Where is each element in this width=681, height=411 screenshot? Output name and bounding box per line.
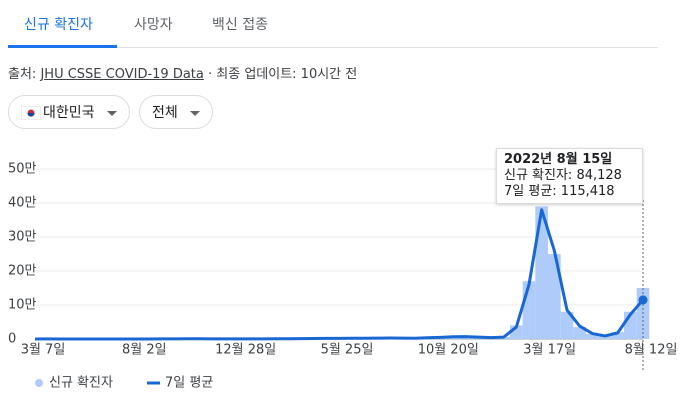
tooltip-line: 신규 확진자: 84,128 bbox=[504, 168, 622, 183]
tab[interactable]: 백신 접종 bbox=[212, 17, 268, 33]
tab-indicator bbox=[8, 45, 117, 48]
x-tick-label: 10월 20일 bbox=[418, 343, 479, 358]
bar bbox=[535, 206, 548, 339]
y-tick-label: 0 bbox=[8, 332, 16, 347]
source-link[interactable]: JHU CSSE COVID-19 Data bbox=[40, 67, 204, 82]
bar bbox=[586, 333, 599, 339]
bar bbox=[560, 311, 574, 339]
y-tick-label: 10만 bbox=[8, 298, 37, 313]
bar bbox=[548, 254, 561, 339]
dropdown-label: 대한민국 bbox=[43, 105, 95, 121]
country-dropdown[interactable]: 대한민국 bbox=[8, 95, 130, 129]
region-dropdown[interactable]: 전체 bbox=[139, 95, 213, 129]
source-suffix: · 최종 업데이트: 10시간 전 bbox=[208, 67, 358, 82]
x-tick-label: 3월 17일 bbox=[523, 343, 576, 358]
tab-divider bbox=[8, 47, 658, 48]
tab[interactable]: 사망자 bbox=[134, 17, 173, 33]
bar bbox=[611, 332, 624, 339]
y-tick-label: 50만 bbox=[8, 162, 37, 177]
source-prefix: 출처: bbox=[8, 67, 37, 82]
dropdown-label: 전체 bbox=[152, 105, 178, 121]
x-tick-label: 5월 25일 bbox=[321, 343, 374, 358]
tab[interactable]: 신규 확진자 bbox=[24, 17, 93, 33]
bar bbox=[573, 327, 586, 339]
legend-marker bbox=[35, 379, 43, 387]
y-tick-label: 20만 bbox=[8, 264, 37, 279]
tooltip-line: 7일 평균: 115,418 bbox=[504, 184, 615, 199]
hover-dot bbox=[638, 295, 648, 305]
tooltip: 2022년 8월 15일 신규 확진자: 84,128 7일 평균: 115,418 bbox=[496, 148, 643, 204]
bar bbox=[522, 281, 536, 339]
legend-label: 7일 평균 bbox=[165, 376, 213, 391]
y-tick-label: 40만 bbox=[8, 196, 37, 211]
y-tick-label: 30만 bbox=[8, 230, 37, 245]
flag bbox=[21, 106, 41, 120]
legend-label: 신규 확진자 bbox=[49, 376, 113, 391]
source: 출처: JHU CSSE COVID-19 Data · 최종 업데이트: 10… bbox=[8, 63, 357, 82]
bar bbox=[598, 336, 612, 339]
x-tick-label: 12월 28일 bbox=[215, 343, 276, 358]
x-tick-label: 8월 12일 bbox=[625, 343, 678, 358]
line bbox=[34, 208, 645, 341]
x-tick-label: 8월 2일 bbox=[122, 343, 167, 358]
tooltip-date: 2022년 8월 15일 bbox=[504, 152, 613, 167]
x-tick-label: 3월 7일 bbox=[21, 343, 66, 358]
